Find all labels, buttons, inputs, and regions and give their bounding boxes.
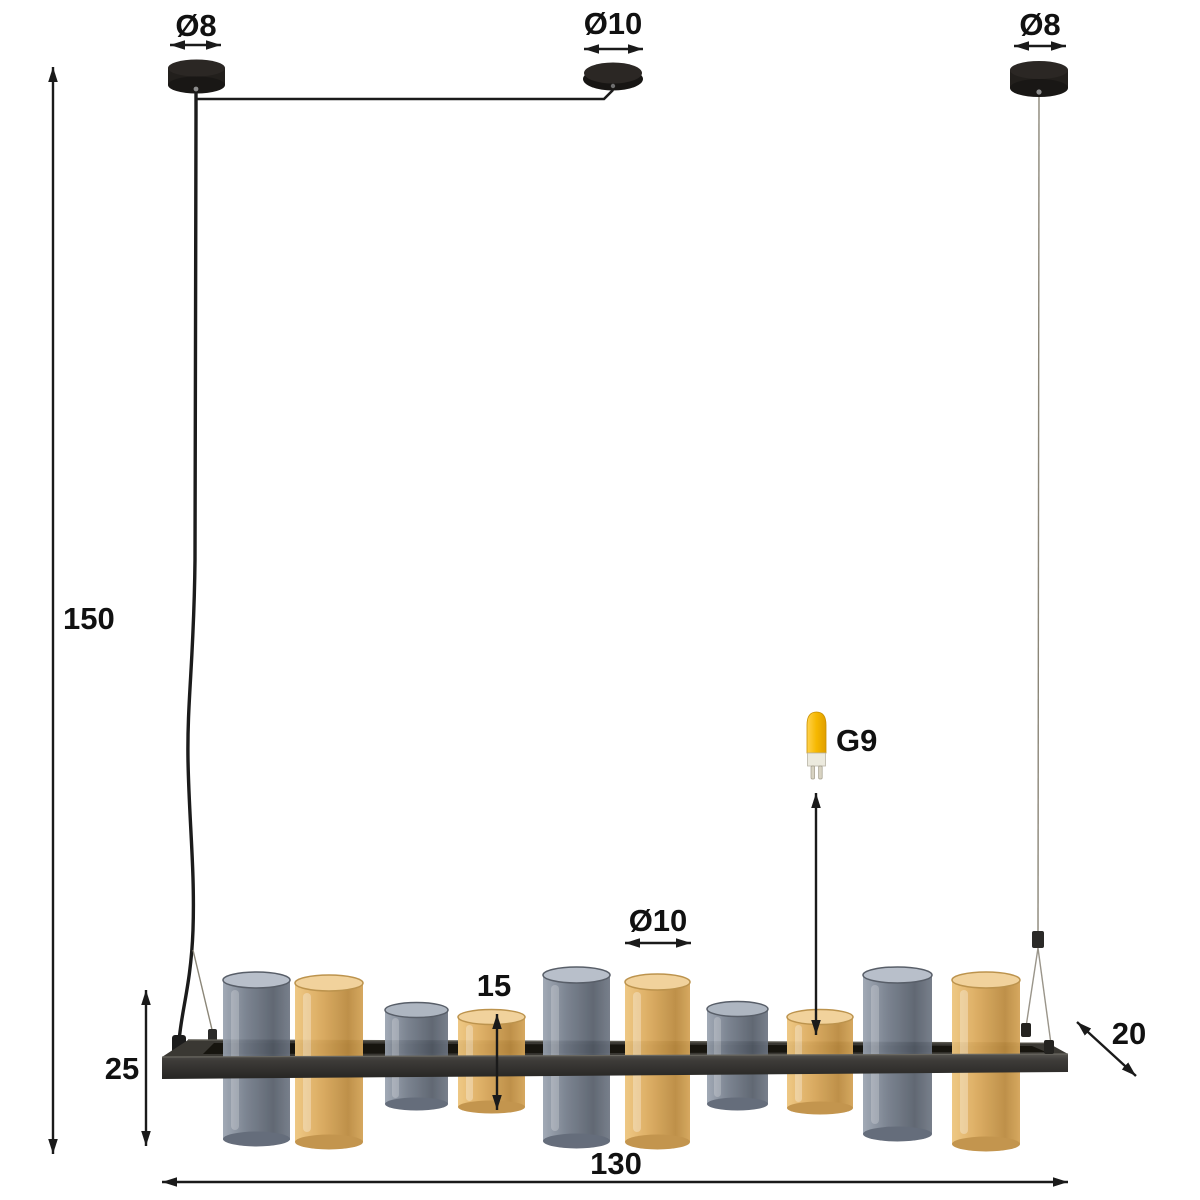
ceiling-canopy-middle xyxy=(583,62,643,91)
canopy-screw xyxy=(610,83,616,89)
dim-arrow-frame-depth xyxy=(1076,1021,1137,1077)
ceiling-canopy-left xyxy=(168,59,225,94)
wire-connector-right xyxy=(1032,931,1044,948)
dim-label-canopy-middle-diameter: Ø10 xyxy=(584,6,643,41)
canopy-screw xyxy=(1036,89,1042,95)
dim-label-bulb-socket: G9 xyxy=(836,723,877,758)
bulb-body xyxy=(806,711,827,754)
dim-label-fixture-height: 25 xyxy=(105,1051,139,1086)
dim-label-suspension-height: 150 xyxy=(63,601,115,636)
canopy-bottom xyxy=(1010,79,1068,97)
frame-front-face xyxy=(162,1054,1068,1079)
canopy-bottom xyxy=(168,76,225,94)
bulb-pin xyxy=(818,765,823,780)
power-cord-drop xyxy=(177,91,198,1043)
g9-bulb-icon xyxy=(806,711,827,780)
power-cord-horizontal xyxy=(197,89,614,101)
suspension-wire-right-v1 xyxy=(1025,947,1039,1028)
frame-front-top-edge xyxy=(161,1053,1069,1058)
ceiling-canopy-right xyxy=(1010,61,1068,97)
dim-label-canopy-right-diameter: Ø8 xyxy=(1019,7,1060,42)
suspension-wire-left xyxy=(192,949,215,1039)
wire-fitting-right-back xyxy=(1021,1023,1031,1037)
dim-label-canopy-left-diameter: Ø8 xyxy=(175,8,216,43)
wire-fitting-right-front xyxy=(1044,1040,1054,1054)
canopy-top xyxy=(168,59,225,77)
bulb-pin xyxy=(810,765,815,780)
canopy-top xyxy=(584,62,642,84)
canopy-screw xyxy=(193,86,199,92)
dim-label-frame-depth: 20 xyxy=(1112,1016,1146,1051)
canopy-top xyxy=(1010,61,1068,79)
suspension-wire-right-v2 xyxy=(1037,947,1052,1045)
dim-label-shade-diameter: Ø10 xyxy=(629,903,688,938)
dimension-lines xyxy=(48,40,1137,1187)
dim-label-frame-width: 130 xyxy=(590,1146,642,1181)
suspension-wire-right xyxy=(1037,96,1040,934)
dim-label-small-shade-height: 15 xyxy=(477,968,511,1003)
wire-fitting-left xyxy=(208,1029,217,1042)
bulb-base xyxy=(807,752,826,767)
